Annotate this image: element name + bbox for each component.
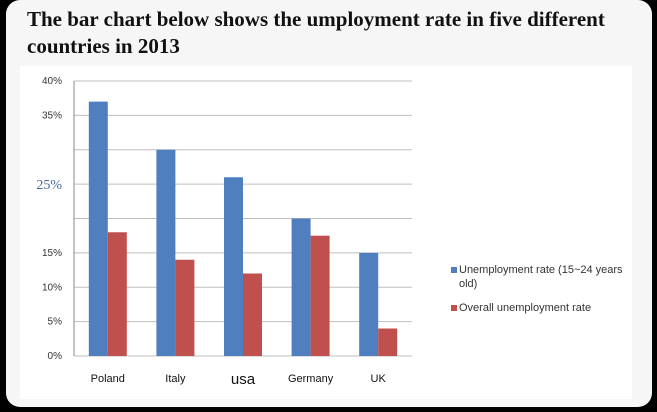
bar-uk-series1	[359, 252, 379, 356]
bar-chart: 0% 5% 10% 15% 25% 35% 40% Poland Italy usa Germany…	[36, 76, 412, 388]
bar-germany-series1	[291, 218, 311, 356]
bar-poland-series2	[107, 232, 127, 356]
bar-poland-series1	[88, 101, 108, 356]
bar-italy-series2	[175, 259, 195, 356]
legend-swatch	[451, 305, 457, 311]
bar-usa-series2	[243, 273, 262, 356]
legend-label: Unemployment rate (15~24 years old)	[459, 264, 623, 290]
y-tick-label: 0%	[48, 351, 63, 362]
bar-uk-series2	[378, 328, 398, 356]
x-tick-label: usa	[231, 371, 256, 388]
bar-italy-series1	[156, 149, 176, 356]
bar-germany-series2	[310, 235, 330, 356]
x-tick-label: Poland	[91, 373, 125, 385]
x-tick-label: Germany	[288, 373, 334, 385]
y-tick-label: 25%	[36, 178, 62, 193]
chart-panel: 0% 5% 10% 15% 25% 35% 40% Poland Italy usa Germany…	[20, 66, 632, 399]
bar-usa-series1	[224, 177, 243, 356]
x-tick-label: Italy	[165, 373, 186, 385]
legend-label: Overall unemployment rate	[459, 302, 592, 314]
y-tick-label: 10%	[42, 282, 62, 293]
y-tick-label: 35%	[42, 110, 62, 121]
legend-item: Overall unemployment rate	[451, 301, 636, 315]
page-title: The bar chart below shows the umployment…	[27, 7, 605, 58]
legend-item: Unemployment rate (15~24 years old)	[451, 263, 636, 291]
y-tick-label: 15%	[42, 248, 62, 259]
y-tick-label: 40%	[42, 76, 62, 87]
x-tick-label: UK	[371, 373, 387, 385]
y-tick-label: 5%	[48, 317, 63, 328]
slide-frame: The bar chart below shows the umployment…	[6, 0, 652, 407]
legend-swatch	[451, 267, 457, 273]
chart-legend: Unemployment rate (15~24 years old) Overa…	[451, 263, 636, 325]
